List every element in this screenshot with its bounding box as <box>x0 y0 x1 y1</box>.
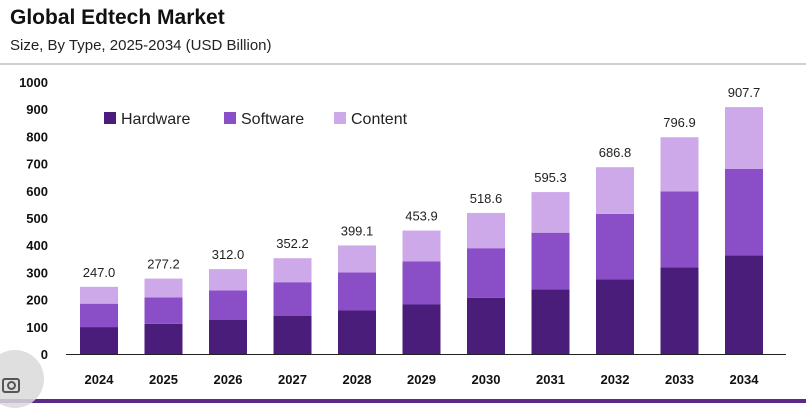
bar-series: 247.0 277.2 312.0 352.2 399.1 453.9 518.6 595.3… <box>80 85 763 354</box>
bar-hardware-2024 <box>80 327 118 354</box>
legend: Hardware Software Content <box>104 111 408 128</box>
bar-hardware-2034 <box>725 255 763 354</box>
bar-content-2029 <box>402 230 441 262</box>
bar-software-2034 <box>725 168 763 256</box>
legend-label-content: Content <box>351 111 408 128</box>
total-label-2031: 595.3 <box>534 170 567 185</box>
x-tick-label-2024: 2024 <box>85 372 115 387</box>
bar-content-2024 <box>80 286 118 304</box>
y-tick-label: 0 <box>41 347 48 362</box>
bar-hardware-2030 <box>467 297 505 354</box>
legend-swatch-hardware <box>104 112 116 124</box>
camera-icon[interactable] <box>2 378 20 393</box>
bar-hardware-2033 <box>660 267 699 354</box>
x-tick-label-2033: 2033 <box>665 372 694 387</box>
bar-software-2028 <box>338 272 376 311</box>
y-tick-label: 400 <box>26 238 48 253</box>
header-divider <box>0 63 806 65</box>
y-tick-label: 200 <box>26 293 48 308</box>
x-tick-label-2034: 2034 <box>730 372 760 387</box>
bar-hardware-2032 <box>596 279 634 354</box>
chart-subtitle: Size, By Type, 2025-2034 (USD Billion) <box>10 37 272 54</box>
x-axis: 2024 2025 2026 2027 2028 2029 2030 2031 2032 2033… <box>66 354 786 387</box>
bar-software-2029 <box>402 261 441 305</box>
bar-software-2027 <box>273 282 312 316</box>
total-label-2025: 277.2 <box>147 257 180 272</box>
total-label-2030: 518.6 <box>470 191 503 206</box>
bar-software-2032 <box>596 213 634 280</box>
legend-label-software: Software <box>241 111 304 128</box>
bar-software-2033 <box>660 191 699 268</box>
bar-hardware-2029 <box>402 304 441 354</box>
total-label-2029: 453.9 <box>405 209 438 224</box>
bar-hardware-2028 <box>338 310 376 354</box>
bottom-accent-bar <box>0 399 806 403</box>
y-tick-label: 1000 <box>19 75 48 90</box>
bar-hardware-2026 <box>209 320 247 354</box>
bar-hardware-2031 <box>531 289 570 354</box>
chart-title: Global Edtech Market <box>10 6 225 29</box>
x-tick-label-2028: 2028 <box>343 372 372 387</box>
y-axis: 0 100 200 300 400 500 600 700 800 900 1000 <box>19 75 48 362</box>
bar-content-2028 <box>338 245 376 273</box>
x-tick-label-2030: 2030 <box>472 372 501 387</box>
total-label-2027: 352.2 <box>276 236 309 251</box>
x-tick-label-2031: 2031 <box>536 372 565 387</box>
bar-software-2024 <box>80 303 118 328</box>
bar-content-2033 <box>660 137 699 192</box>
legend-swatch-content <box>334 112 346 124</box>
bar-content-2025 <box>144 278 183 298</box>
bar-content-2026 <box>209 269 247 291</box>
bar-software-2030 <box>467 248 505 298</box>
y-tick-label: 500 <box>26 211 48 226</box>
x-tick-label-2025: 2025 <box>149 372 178 387</box>
total-label-2024: 247.0 <box>83 265 116 280</box>
bar-software-2026 <box>209 290 247 320</box>
x-tick-label-2032: 2032 <box>601 372 630 387</box>
total-label-2032: 686.8 <box>599 145 632 160</box>
bar-hardware-2027 <box>273 315 312 354</box>
bar-hardware-2025 <box>144 323 183 354</box>
bar-content-2031 <box>531 192 570 233</box>
bar-software-2025 <box>144 297 183 324</box>
total-label-2026: 312.0 <box>212 247 245 262</box>
y-tick-label: 300 <box>26 265 48 280</box>
bar-software-2031 <box>531 232 570 290</box>
bar-content-2034 <box>725 107 763 169</box>
total-label-2033: 796.9 <box>663 115 696 130</box>
y-tick-label: 800 <box>26 129 48 144</box>
bar-content-2030 <box>467 212 505 249</box>
x-tick-label-2026: 2026 <box>214 372 243 387</box>
total-label-2028: 399.1 <box>341 223 374 238</box>
legend-label-hardware: Hardware <box>121 111 190 128</box>
y-tick-label: 700 <box>26 157 48 172</box>
x-tick-label-2027: 2027 <box>278 372 307 387</box>
y-tick-label: 900 <box>26 102 48 117</box>
total-label-2034: 907.7 <box>728 85 761 100</box>
y-tick-label: 100 <box>26 320 48 335</box>
y-tick-label: 600 <box>26 184 48 199</box>
bar-content-2032 <box>596 167 634 214</box>
legend-swatch-software <box>224 112 236 124</box>
x-tick-label-2029: 2029 <box>407 372 436 387</box>
bar-content-2027 <box>273 258 312 283</box>
